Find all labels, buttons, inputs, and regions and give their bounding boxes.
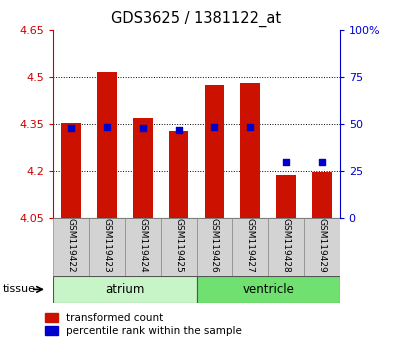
FancyBboxPatch shape [125,218,161,276]
Text: GSM119423: GSM119423 [103,218,111,273]
Text: ventricle: ventricle [242,283,294,296]
Text: GSM119428: GSM119428 [282,218,290,273]
Point [247,124,253,130]
Bar [61,123,81,218]
Point [68,125,74,131]
Bar [276,176,296,218]
Bar [312,172,332,218]
Text: tissue: tissue [3,284,36,295]
FancyBboxPatch shape [197,218,232,276]
FancyBboxPatch shape [53,218,89,276]
Legend: transformed count, percentile rank within the sample: transformed count, percentile rank withi… [45,313,242,336]
Point [140,125,146,131]
Bar [241,83,260,218]
Bar [205,85,224,218]
Point [319,159,325,165]
Bar [133,118,152,218]
Point [283,159,289,165]
Point [175,127,182,132]
Text: GSM119429: GSM119429 [317,218,326,273]
FancyBboxPatch shape [161,218,197,276]
Text: GSM119425: GSM119425 [174,218,183,273]
FancyBboxPatch shape [268,218,304,276]
Text: GSM119426: GSM119426 [210,218,219,273]
FancyBboxPatch shape [232,218,268,276]
Text: atrium: atrium [105,283,145,296]
Point [104,124,110,130]
Bar [97,72,117,218]
Text: GSM119422: GSM119422 [67,218,76,273]
FancyBboxPatch shape [197,276,340,303]
Title: GDS3625 / 1381122_at: GDS3625 / 1381122_at [111,11,282,27]
FancyBboxPatch shape [304,218,340,276]
FancyBboxPatch shape [53,276,197,303]
FancyBboxPatch shape [89,218,125,276]
Bar [169,131,188,218]
Text: GSM119427: GSM119427 [246,218,255,273]
Text: GSM119424: GSM119424 [138,218,147,273]
Point [211,124,218,130]
